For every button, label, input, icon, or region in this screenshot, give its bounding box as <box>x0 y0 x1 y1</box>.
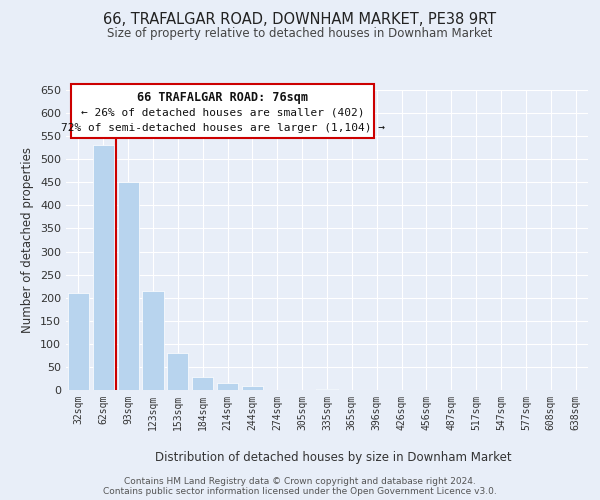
Bar <box>142 291 164 390</box>
Text: 66 TRAFALGAR ROAD: 76sqm: 66 TRAFALGAR ROAD: 76sqm <box>137 92 308 104</box>
Text: ← 26% of detached houses are smaller (402): ← 26% of detached houses are smaller (40… <box>81 107 364 117</box>
Text: 66, TRAFALGAR ROAD, DOWNHAM MARKET, PE38 9RT: 66, TRAFALGAR ROAD, DOWNHAM MARKET, PE38… <box>103 12 497 28</box>
Bar <box>242 386 263 390</box>
Text: Contains public sector information licensed under the Open Government Licence v3: Contains public sector information licen… <box>103 486 497 496</box>
Text: Distribution of detached houses by size in Downham Market: Distribution of detached houses by size … <box>155 451 511 464</box>
Y-axis label: Number of detached properties: Number of detached properties <box>22 147 34 333</box>
Text: 72% of semi-detached houses are larger (1,104) →: 72% of semi-detached houses are larger (… <box>61 122 385 132</box>
Bar <box>217 383 238 390</box>
Bar <box>192 377 213 390</box>
FancyBboxPatch shape <box>71 84 374 138</box>
Text: Size of property relative to detached houses in Downham Market: Size of property relative to detached ho… <box>107 28 493 40</box>
Bar <box>167 353 188 390</box>
Bar <box>118 182 139 390</box>
Text: Contains HM Land Registry data © Crown copyright and database right 2024.: Contains HM Land Registry data © Crown c… <box>124 476 476 486</box>
Bar <box>68 293 89 390</box>
Bar <box>316 389 338 390</box>
Bar <box>93 146 114 390</box>
